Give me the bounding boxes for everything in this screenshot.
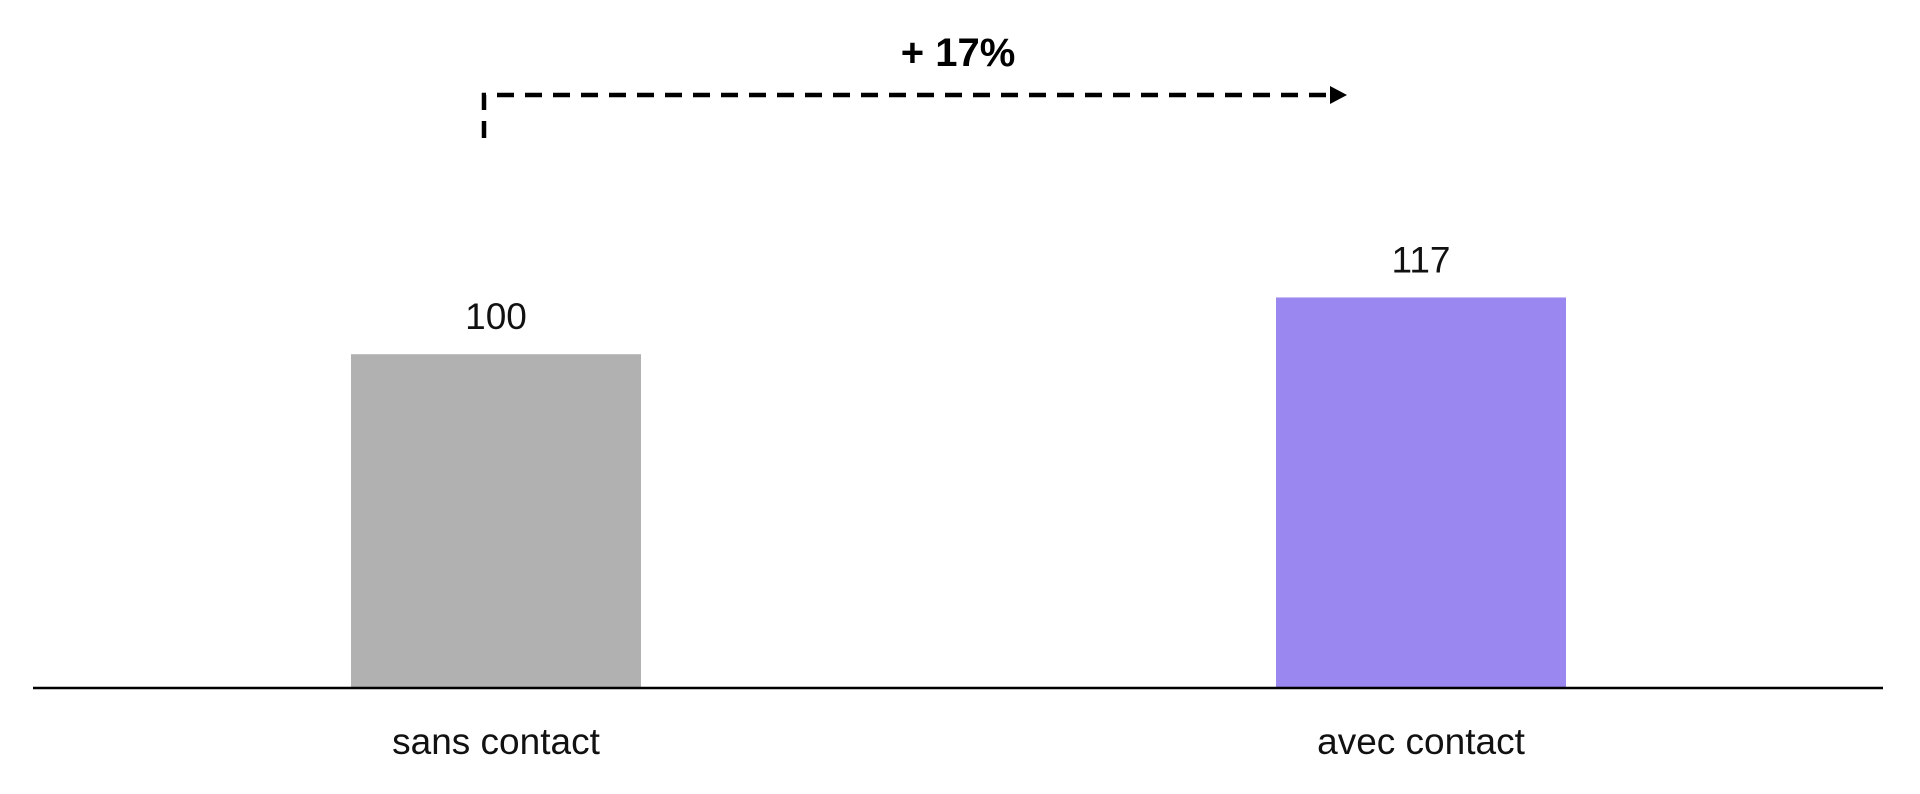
annotation-arrow-line — [481, 92, 1330, 138]
annotation-arrowhead — [1330, 86, 1347, 104]
value-label-sans-contact: 100 — [465, 296, 527, 337]
value-label-avec-contact: 117 — [1392, 239, 1451, 280]
bar-sans-contact — [351, 354, 641, 688]
labels-layer: 100 sans contact 117 avec contact — [392, 239, 1525, 762]
category-label-sans-contact: sans contact — [392, 721, 600, 762]
annotation-label: + 17% — [901, 31, 1016, 75]
category-label-avec-contact: avec contact — [1317, 721, 1525, 762]
change-annotation: + 17% — [481, 31, 1347, 138]
bar-avec-contact — [1276, 297, 1566, 688]
bars-layer — [351, 297, 1566, 688]
